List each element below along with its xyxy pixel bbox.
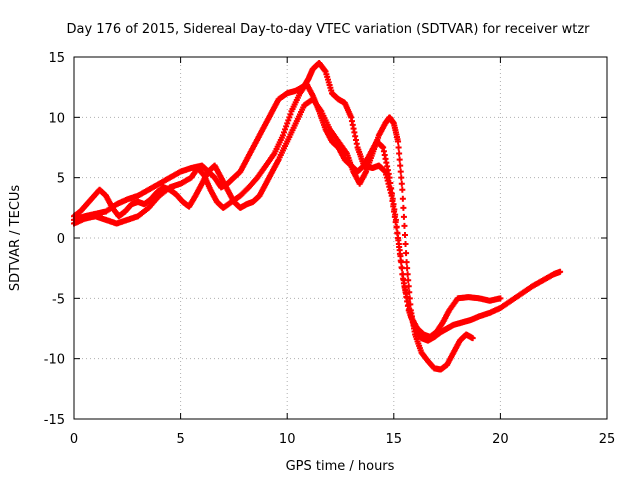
- data-point: [395, 138, 402, 145]
- data-point: [403, 250, 410, 257]
- data-point: [400, 213, 407, 220]
- data-point: [285, 117, 292, 124]
- x-tick-label: 20: [492, 432, 509, 447]
- x-tick-label: 5: [176, 432, 184, 447]
- data-point: [398, 174, 405, 181]
- data-point: [401, 222, 408, 229]
- data-point: [405, 277, 412, 284]
- y-tick-label: 15: [48, 51, 65, 66]
- x-axis-label: GPS time / hours: [286, 459, 395, 474]
- data-point: [400, 204, 407, 211]
- data-point: [286, 114, 293, 121]
- data-point: [281, 129, 288, 136]
- data-point: [397, 168, 404, 175]
- plot-frame: [73, 56, 608, 420]
- data-point: [284, 120, 291, 127]
- data-points: [71, 60, 564, 373]
- data-point: [407, 301, 414, 308]
- data-point: [395, 237, 402, 244]
- data-point: [396, 250, 403, 257]
- data-point: [287, 111, 294, 118]
- data-point: [557, 268, 564, 275]
- data-point: [392, 211, 399, 218]
- x-tick-labels: 0 5 10 15 20 25: [70, 432, 615, 447]
- chart-title: Day 176 of 2015, Sidereal Day-to-day VTE…: [66, 22, 590, 37]
- data-point: [388, 185, 395, 192]
- x-tick-label: 0: [70, 432, 78, 447]
- x-tick-label: 10: [279, 432, 296, 447]
- series-track-c: [71, 96, 476, 373]
- data-point: [393, 223, 400, 230]
- data-point: [406, 295, 413, 302]
- data-point: [392, 216, 399, 223]
- data-point: [405, 283, 412, 290]
- data-point: [390, 201, 397, 208]
- data-point: [399, 186, 406, 193]
- data-point: [396, 244, 403, 251]
- data-point: [394, 230, 401, 237]
- data-point: [398, 180, 405, 187]
- data-point: [397, 257, 404, 264]
- y-tick-label: -10: [44, 353, 65, 368]
- y-tick-label: -5: [52, 292, 65, 307]
- data-point: [497, 295, 504, 302]
- data-point: [406, 289, 413, 296]
- data-point: [279, 132, 286, 139]
- data-point: [391, 206, 398, 213]
- data-point: [399, 195, 406, 202]
- y-tick-label: 10: [48, 111, 65, 126]
- y-tick-label: 5: [57, 172, 65, 187]
- x-tick-label: 25: [599, 432, 616, 447]
- data-point: [389, 195, 396, 202]
- data-point: [396, 156, 403, 163]
- data-point: [386, 174, 393, 181]
- data-point: [397, 162, 404, 169]
- data-point: [469, 335, 476, 342]
- data-point: [387, 179, 394, 186]
- data-point: [403, 259, 410, 266]
- data-point: [402, 241, 409, 248]
- data-point: [401, 231, 408, 238]
- data-point: [395, 144, 402, 151]
- y-axis-label: SDTVAR / TECUs: [8, 185, 23, 292]
- data-point: [404, 265, 411, 272]
- y-tick-label: -15: [44, 413, 65, 428]
- data-point: [396, 150, 403, 157]
- y-tick-labels: 15 10 5 0 -5 -10 -15: [44, 51, 65, 428]
- data-point: [282, 126, 289, 133]
- x-tick-label: 15: [386, 432, 403, 447]
- data-point: [388, 190, 395, 197]
- data-point: [283, 123, 290, 130]
- data-point: [398, 264, 405, 271]
- y-tick-label: 0: [57, 232, 65, 247]
- data-point: [404, 271, 411, 278]
